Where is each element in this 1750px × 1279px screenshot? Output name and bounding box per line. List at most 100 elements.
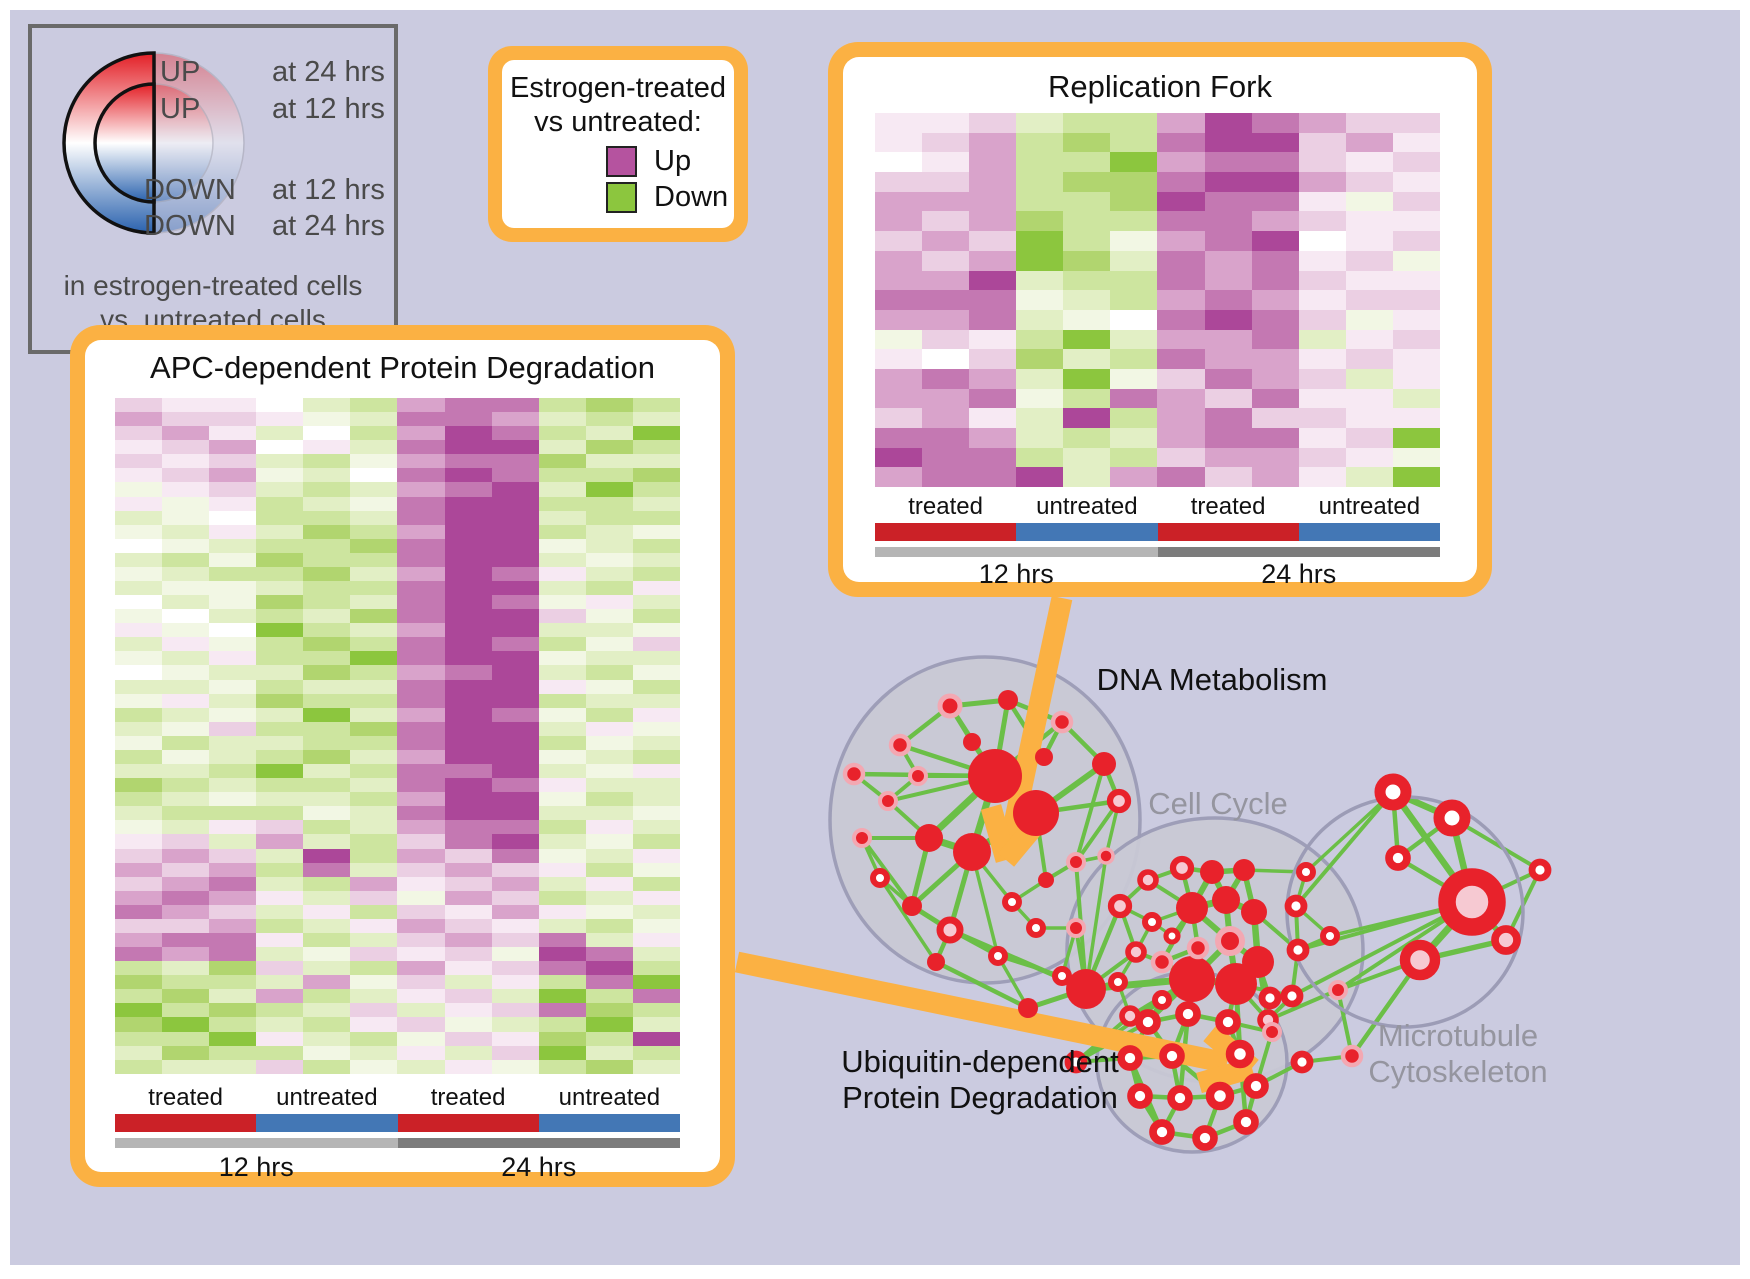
heatmap-cell xyxy=(444,1059,492,1074)
network-node xyxy=(1127,1083,1153,1109)
network-node xyxy=(1026,918,1046,938)
heatmap-cell xyxy=(397,440,445,455)
heatmap-row xyxy=(115,820,680,835)
heatmap-row xyxy=(115,778,680,793)
heatmap-cell xyxy=(1204,250,1252,271)
heatmap-cell xyxy=(350,792,398,807)
heatmap-cell xyxy=(397,1003,445,1018)
heatmap-cell xyxy=(1298,349,1346,369)
heatmap-cell xyxy=(162,398,210,413)
network-node xyxy=(968,749,1022,803)
heatmap-cell xyxy=(538,890,586,905)
heatmap-cell xyxy=(397,820,445,835)
heatmap-cell xyxy=(491,398,539,413)
heatmap-cell xyxy=(256,961,304,976)
heatmap-cell xyxy=(632,876,680,891)
heatmap-cell xyxy=(585,482,633,497)
heatmap-cell xyxy=(209,637,257,652)
heatmap-cell xyxy=(256,679,304,694)
inner-ring-left-half xyxy=(93,82,156,204)
heatmap-cell xyxy=(1110,447,1158,468)
network-node xyxy=(1152,990,1172,1010)
heatmap-cell xyxy=(303,1059,351,1074)
heatmap-cell xyxy=(922,388,970,409)
heatmap-row xyxy=(115,904,680,919)
heatmap-cell xyxy=(350,398,398,413)
heatmap-cell xyxy=(585,651,633,666)
heatmap-cell xyxy=(491,1031,539,1046)
heatmap-cell xyxy=(1204,447,1252,468)
heatmap-cell xyxy=(491,904,539,919)
heatmap-cell xyxy=(1392,329,1440,350)
heatmap-cell xyxy=(162,848,210,863)
heatmap-cell xyxy=(444,904,492,919)
heatmap-cell xyxy=(1110,428,1158,448)
heatmap-cell xyxy=(538,510,586,525)
heatmap-cell xyxy=(585,947,633,962)
heatmap-cell xyxy=(585,693,633,708)
heatmap-cell xyxy=(632,440,680,455)
cluster-label-microtubule: Microtubule Cytoskeleton xyxy=(1308,1018,1608,1090)
heatmap-cell xyxy=(162,1031,210,1046)
heatmap-cell xyxy=(1063,132,1111,153)
network-node xyxy=(1280,984,1304,1008)
heatmap-cell xyxy=(538,932,586,948)
network-node xyxy=(1374,773,1412,811)
heatmap-cell xyxy=(115,834,163,849)
heatmap-cell xyxy=(875,132,923,153)
up-label: Up xyxy=(654,145,692,177)
network-node xyxy=(870,868,890,888)
heatmap-cell xyxy=(1204,290,1252,310)
heatmap-cell xyxy=(491,989,539,1004)
heatmap-cell xyxy=(444,707,492,722)
heatmap-cell xyxy=(162,820,210,835)
heatmap-cell xyxy=(350,637,398,652)
heatmap-cell xyxy=(1345,191,1393,212)
heatmap-cell xyxy=(115,510,163,525)
heatmap-row xyxy=(875,132,1440,153)
heatmap-cell xyxy=(209,904,257,919)
heatmap-row xyxy=(115,792,680,807)
heatmap-cell xyxy=(256,595,304,610)
heatmap-cell xyxy=(162,609,210,624)
heatmap-cell xyxy=(162,468,210,483)
heatmap-cell xyxy=(969,329,1017,350)
replication-fork-heatmap xyxy=(875,113,1440,488)
heatmap-cell xyxy=(397,538,445,553)
heatmap-row xyxy=(115,566,680,582)
heatmap-cell xyxy=(162,651,210,666)
overlap-dir-down-24: DOWN xyxy=(144,210,236,242)
updown-legend-box: Estrogen-treated vs untreated: Up Down xyxy=(488,46,748,242)
heatmap-cell xyxy=(209,412,257,427)
heatmap-cell xyxy=(397,961,445,976)
heatmap-cell xyxy=(209,721,257,736)
heatmap-cell xyxy=(350,932,398,948)
heatmap-cell xyxy=(115,890,163,905)
heatmap-cell xyxy=(115,721,163,736)
heatmap-cell xyxy=(632,749,680,765)
heatmap-cell xyxy=(1251,231,1299,251)
heatmap-cell xyxy=(632,637,680,652)
heatmap-cell xyxy=(538,496,586,511)
heatmap-cell xyxy=(397,876,445,891)
heatmap-cell xyxy=(491,665,539,680)
heatmap-cell xyxy=(444,961,492,976)
heatmap-cell xyxy=(256,496,304,511)
heatmap-cell xyxy=(209,707,257,722)
flow-arrow-shaft-1 xyxy=(734,951,1230,1074)
heatmap-cell xyxy=(585,510,633,525)
heatmap-cell xyxy=(115,693,163,708)
apc-heatmap xyxy=(115,398,680,1074)
condition-bar-segment xyxy=(397,1114,539,1132)
heatmap-cell xyxy=(209,876,257,891)
heatmap-cell xyxy=(350,1031,398,1046)
network-node xyxy=(937,693,963,719)
network-node xyxy=(1149,1119,1175,1145)
heatmap-cell xyxy=(1392,309,1440,330)
heatmap-row xyxy=(115,806,680,821)
heatmap-cell xyxy=(115,496,163,511)
cluster-label-text: Ubiquitin-dependent xyxy=(841,1044,1119,1079)
network-edge xyxy=(1304,790,1395,874)
heatmap-cell xyxy=(585,749,633,765)
heatmap-cell xyxy=(1110,329,1158,350)
